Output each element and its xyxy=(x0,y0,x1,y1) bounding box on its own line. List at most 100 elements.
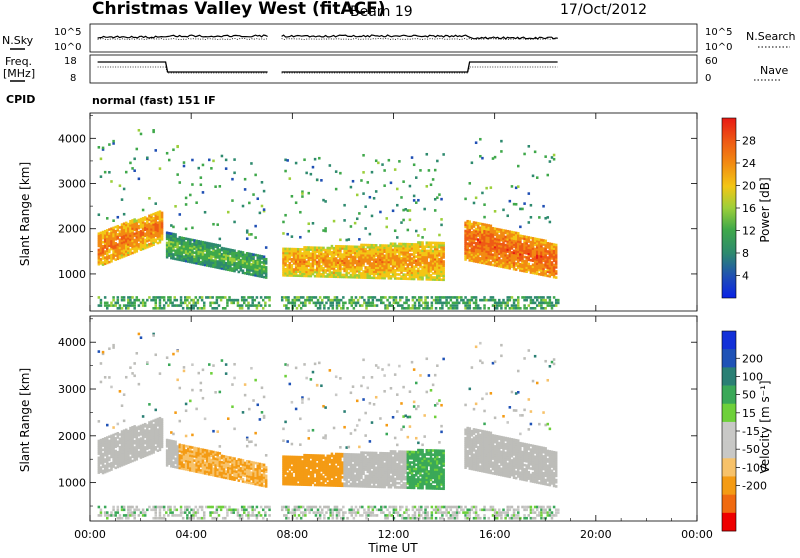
y-tick-label: 3000 xyxy=(58,178,86,191)
power-cell xyxy=(263,208,266,211)
power-cell xyxy=(161,212,164,215)
power-cell xyxy=(140,133,143,136)
power-cell xyxy=(485,187,488,190)
power-cell xyxy=(287,299,290,302)
velocity-cell xyxy=(254,379,257,382)
power-cell xyxy=(528,304,531,307)
power-cell xyxy=(511,185,514,188)
power-cell xyxy=(220,299,223,302)
power-cell xyxy=(291,235,294,238)
power-cell xyxy=(421,241,424,244)
power-cell xyxy=(344,302,347,305)
power-cell xyxy=(534,302,537,305)
power-cell xyxy=(398,160,401,163)
power-cell xyxy=(438,234,441,237)
power-cell xyxy=(496,307,499,310)
power-cell xyxy=(100,302,103,305)
nave-tick-bottom: 0 xyxy=(705,73,711,84)
power-cell xyxy=(367,181,370,184)
power-cell xyxy=(428,169,431,172)
power-cell xyxy=(335,170,338,173)
power-cell xyxy=(381,163,384,166)
velocity-cell xyxy=(98,420,101,423)
power-cell xyxy=(197,299,200,302)
power-cell xyxy=(142,209,145,212)
power-cell xyxy=(261,205,264,208)
power-cell xyxy=(112,296,115,299)
velocity-cell xyxy=(123,420,126,423)
power-cell xyxy=(184,302,187,305)
velocity-cell xyxy=(265,454,268,457)
nsky-tick-bottom: 10^0 xyxy=(54,42,81,53)
power-cell xyxy=(430,183,433,186)
velocity-cell xyxy=(233,377,236,380)
power-cell xyxy=(426,185,429,188)
power-cell xyxy=(117,216,120,219)
power-cell xyxy=(421,236,424,239)
power-cell xyxy=(237,299,240,302)
power-cell xyxy=(216,302,219,305)
power-cell xyxy=(506,214,509,217)
power-cell xyxy=(436,160,439,163)
nsky-tick-top: 10^5 xyxy=(54,27,81,38)
power-cell xyxy=(254,299,257,302)
power-cell xyxy=(530,296,533,299)
power-cell xyxy=(440,224,443,227)
velocity-cell xyxy=(154,353,157,356)
velocity-cell xyxy=(225,363,228,366)
power-cell xyxy=(299,211,302,214)
power-cell xyxy=(257,197,260,200)
power-cell xyxy=(231,178,234,181)
power-cell xyxy=(104,296,107,299)
power-cell xyxy=(251,296,254,299)
power-cell xyxy=(411,156,414,159)
y-tick-label: 2000 xyxy=(58,223,86,236)
power-cell xyxy=(439,299,442,302)
power-cell xyxy=(388,302,391,305)
power-cell xyxy=(320,179,323,182)
velocity-cell xyxy=(100,381,103,384)
power-cell xyxy=(420,299,423,302)
power-cell xyxy=(263,190,266,193)
velocity-cell xyxy=(131,372,134,375)
power-cell xyxy=(201,296,204,299)
power-cell xyxy=(351,304,354,307)
power-cell xyxy=(254,174,257,177)
power-cell xyxy=(462,299,465,302)
velocity-cell xyxy=(259,418,262,421)
power-cell xyxy=(445,304,448,307)
power-cell xyxy=(319,296,322,299)
power-cell xyxy=(129,162,132,165)
nave-tick-top: 60 xyxy=(705,56,718,67)
velocity-cell xyxy=(231,405,234,408)
velocity-cell xyxy=(261,386,264,389)
power-cell xyxy=(528,145,531,148)
power-cell xyxy=(264,302,267,305)
power-cell xyxy=(123,213,126,216)
power-cell xyxy=(450,299,453,302)
power-cell xyxy=(136,148,139,151)
power-cell xyxy=(169,299,172,302)
power-cell xyxy=(362,171,365,174)
nsky-panel: N.Sky 10^5 10^0 10^5 10^0 N.Search xyxy=(2,24,796,53)
power-cell xyxy=(473,202,476,205)
power-cell xyxy=(188,296,191,299)
power-cell xyxy=(413,195,416,198)
power-cell xyxy=(254,236,257,239)
velocity-cell xyxy=(176,350,179,353)
velocity-cell xyxy=(265,475,268,478)
power-cell xyxy=(400,221,403,224)
velocity-cell xyxy=(233,363,236,366)
power-cell xyxy=(555,276,558,279)
power-colorbar-tick-label: 20 xyxy=(742,180,756,193)
velocity-cell xyxy=(250,440,253,443)
power-cell xyxy=(481,192,484,195)
velocity-cell xyxy=(108,376,111,379)
power-cell xyxy=(553,154,556,157)
freq-panel: Freq. [MHz] 18 8 60 0 Nave xyxy=(3,55,788,84)
power-cell xyxy=(402,219,405,222)
